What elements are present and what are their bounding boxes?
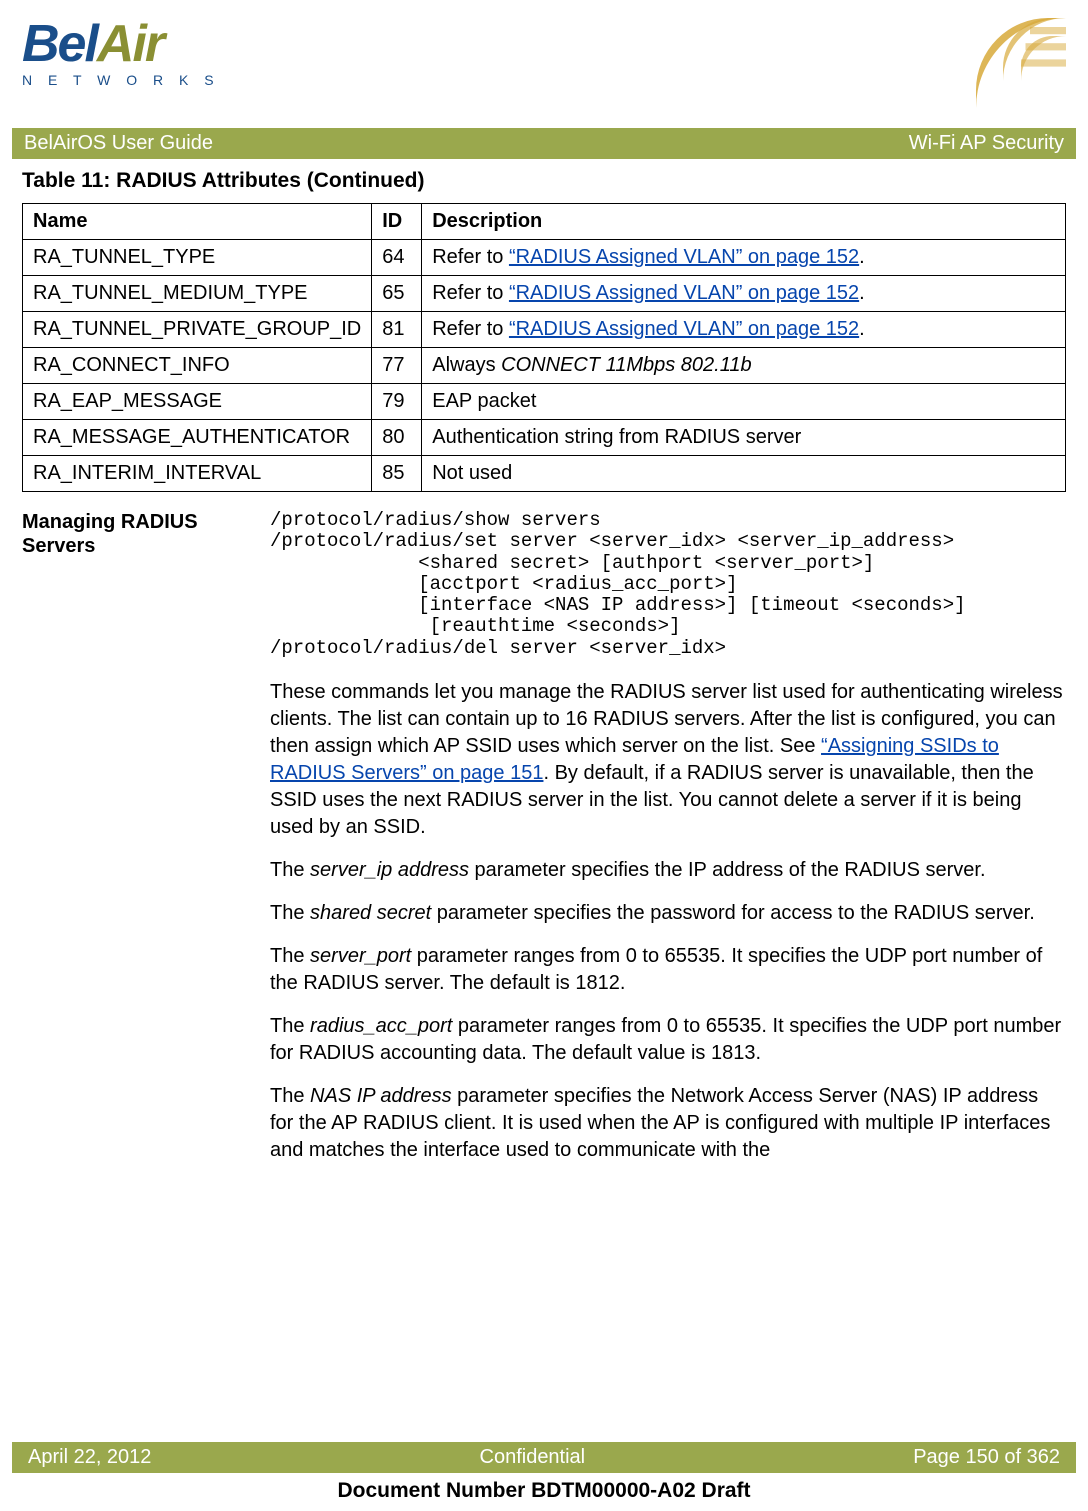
table-row: RA_TUNNEL_PRIVATE_GROUP_ID 81 Refer to “…	[23, 312, 1066, 348]
cell-name: RA_CONNECT_INFO	[23, 348, 372, 384]
th-name: Name	[23, 204, 372, 240]
table-row: RA_INTERIM_INTERVAL 85 Not used	[23, 456, 1066, 492]
cell-id: 65	[372, 276, 422, 312]
paragraph: The server_ip address parameter specifie…	[270, 857, 1066, 884]
section-heading: Managing RADIUS Servers	[22, 510, 252, 1180]
link-radius-vlan[interactable]: “RADIUS Assigned VLAN” on page 152	[509, 318, 859, 340]
th-desc: Description	[422, 204, 1066, 240]
footer-page: Page 150 of 362	[913, 1446, 1060, 1469]
cell-id: 64	[372, 240, 422, 276]
paragraph: The NAS IP address parameter specifies t…	[270, 1083, 1066, 1164]
cell-desc: Refer to “RADIUS Assigned VLAN” on page …	[422, 240, 1066, 276]
banner-right: Wi-Fi AP Security	[909, 132, 1064, 155]
banner-left: BelAirOS User Guide	[24, 132, 213, 155]
corner-emblem	[976, 18, 1066, 108]
table-row: RA_TUNNEL_MEDIUM_TYPE 65 Refer to “RADIU…	[23, 276, 1066, 312]
cell-id: 77	[372, 348, 422, 384]
paragraph: The server_port parameter ranges from 0 …	[270, 943, 1066, 997]
paragraph: These commands let you manage the RADIUS…	[270, 679, 1066, 841]
cell-name: RA_TUNNEL_MEDIUM_TYPE	[23, 276, 372, 312]
footer-confidential: Confidential	[480, 1446, 586, 1469]
cell-id: 81	[372, 312, 422, 348]
cell-desc: Refer to “RADIUS Assigned VLAN” on page …	[422, 276, 1066, 312]
table-row: RA_TUNNEL_TYPE 64 Refer to “RADIUS Assig…	[23, 240, 1066, 276]
cell-name: RA_TUNNEL_TYPE	[23, 240, 372, 276]
link-radius-vlan[interactable]: “RADIUS Assigned VLAN” on page 152	[509, 282, 859, 304]
cell-id: 79	[372, 384, 422, 420]
header-logos: BelAir N E T W O R K S	[22, 18, 1066, 128]
paragraph: The radius_acc_port parameter ranges fro…	[270, 1013, 1066, 1067]
cell-desc: Refer to “RADIUS Assigned VLAN” on page …	[422, 312, 1066, 348]
cell-desc: Not used	[422, 456, 1066, 492]
cell-name: RA_EAP_MESSAGE	[23, 384, 372, 420]
radius-attributes-table: Name ID Description RA_TUNNEL_TYPE 64 Re…	[22, 203, 1066, 492]
table-row: RA_CONNECT_INFO 77 Always CONNECT 11Mbps…	[23, 348, 1066, 384]
link-radius-vlan[interactable]: “RADIUS Assigned VLAN” on page 152	[509, 246, 859, 268]
section-body: /protocol/radius/show servers /protocol/…	[270, 510, 1066, 1180]
cell-name: RA_TUNNEL_PRIVATE_GROUP_ID	[23, 312, 372, 348]
cell-id: 80	[372, 420, 422, 456]
cell-desc: EAP packet	[422, 384, 1066, 420]
footer-bar: April 22, 2012 Confidential Page 150 of …	[12, 1442, 1076, 1473]
title-banner: BelAirOS User Guide Wi-Fi AP Security	[12, 128, 1076, 159]
table-row: RA_EAP_MESSAGE 79 EAP packet	[23, 384, 1066, 420]
footer-docnumber: Document Number BDTM00000-A02 Draft	[0, 1479, 1088, 1503]
table-caption: Table 11: RADIUS Attributes (Continued)	[22, 169, 1066, 193]
cell-desc: Authentication string from RADIUS server	[422, 420, 1066, 456]
code-block: /protocol/radius/show servers /protocol/…	[270, 510, 1066, 659]
paragraph: The shared secret parameter specifies th…	[270, 900, 1066, 927]
belair-logo: BelAir N E T W O R K S	[22, 18, 222, 108]
cell-name: RA_MESSAGE_AUTHENTICATOR	[23, 420, 372, 456]
table-row: RA_MESSAGE_AUTHENTICATOR 80 Authenticati…	[23, 420, 1066, 456]
cell-name: RA_INTERIM_INTERVAL	[23, 456, 372, 492]
logo-air: Air	[97, 15, 163, 73]
cell-desc: Always CONNECT 11Mbps 802.11b	[422, 348, 1066, 384]
cell-id: 85	[372, 456, 422, 492]
logo-bel: Bel	[22, 15, 97, 73]
footer-date: April 22, 2012	[28, 1446, 151, 1469]
logo-sub: N E T W O R K S	[22, 72, 222, 88]
th-id: ID	[372, 204, 422, 240]
